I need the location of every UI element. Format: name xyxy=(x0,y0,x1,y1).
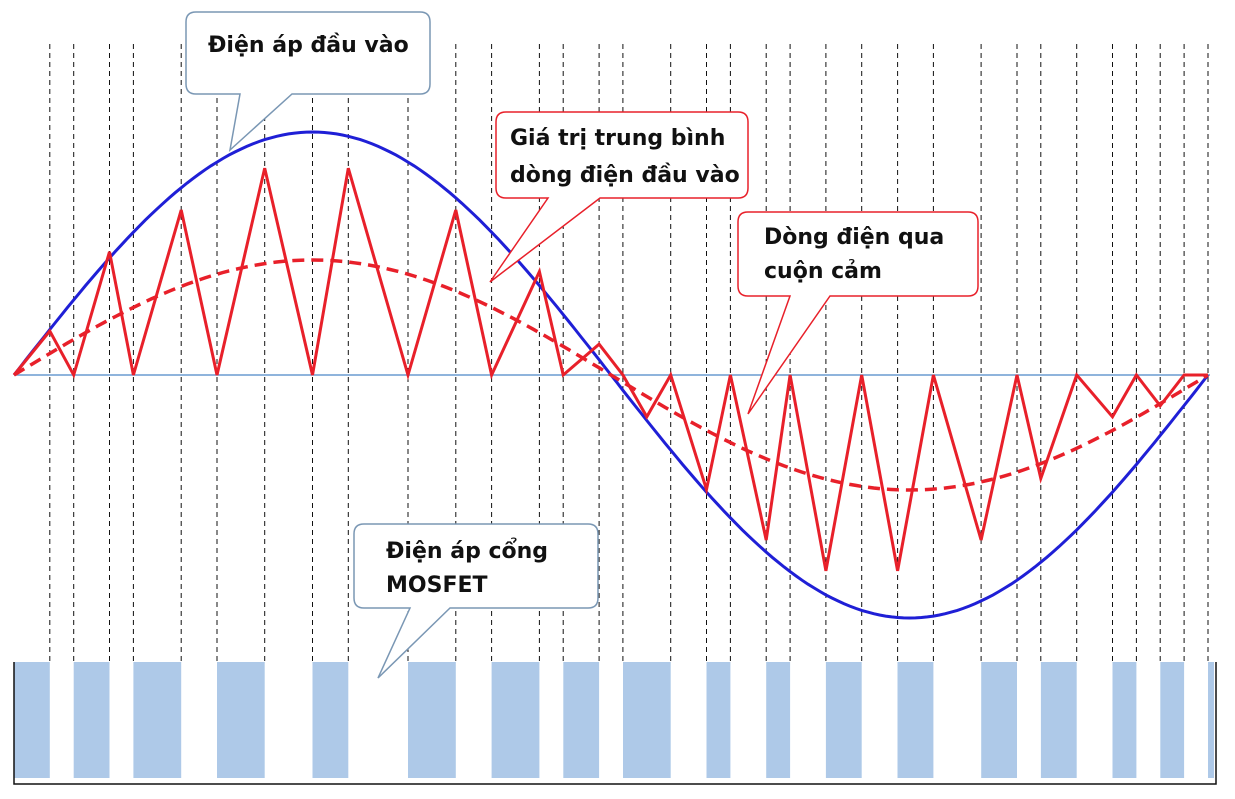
gate-off-gap xyxy=(49,662,74,778)
inductor-current-ripple xyxy=(12,167,1208,572)
callout-bubble xyxy=(489,111,749,283)
callout-bubble xyxy=(353,523,599,679)
gate-off-gap xyxy=(181,662,217,778)
gate-off-gap xyxy=(1076,662,1113,778)
callout-bubble xyxy=(737,211,979,415)
callout-input-voltage: Điện áp đầu vào xyxy=(185,11,431,153)
callout-label-line-2: cuộn cảm xyxy=(764,259,882,284)
gate-off-gap xyxy=(790,662,826,778)
gate-off-gap xyxy=(933,662,982,778)
callout-label-line-1: Dòng điện qua xyxy=(764,225,944,250)
gate-frame xyxy=(13,662,1217,785)
gate-off-gap xyxy=(1136,662,1161,778)
callout-inductor-current: Dòng điện qua cuộn cảm xyxy=(737,211,979,415)
average-input-current-curve xyxy=(13,258,1209,492)
gate-off-gap xyxy=(599,662,623,778)
callout-label-line-1: Giá trị trung bình xyxy=(510,126,725,151)
callout-label-line-2: MOSFET xyxy=(386,573,488,598)
gate-off-gap xyxy=(109,662,134,778)
gate-off-gap xyxy=(1017,662,1041,778)
callout-mosfet-gate-voltage: Điện áp cổng MOSFET xyxy=(353,523,599,679)
callout-label-line-2: dòng điện đầu vào xyxy=(510,163,740,188)
gate-off-gap xyxy=(348,662,408,778)
callout-label-line-1: Điện áp cổng xyxy=(386,538,548,564)
gate-off-gap xyxy=(730,662,767,778)
callout-bubble xyxy=(185,11,431,153)
gate-off-gap xyxy=(264,662,313,778)
callout-label: Điện áp đầu vào xyxy=(208,33,409,58)
gate-off-gap xyxy=(861,662,898,778)
gate-off-gap xyxy=(670,662,707,778)
gate-off-gap xyxy=(455,662,492,778)
mosfet-gate-pulses xyxy=(13,662,1217,785)
callout-average-input-current: Giá trị trung bình dòng điện đầu vào xyxy=(489,111,749,283)
gate-off-gap xyxy=(1184,662,1208,778)
gate-off-gap xyxy=(539,662,564,778)
